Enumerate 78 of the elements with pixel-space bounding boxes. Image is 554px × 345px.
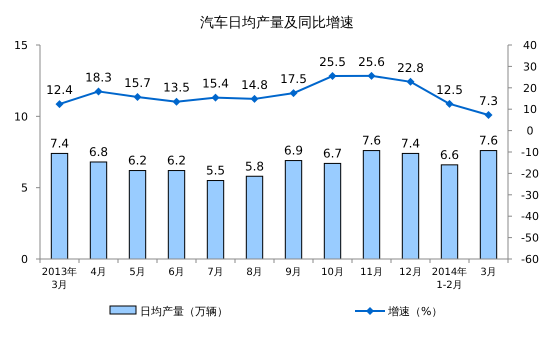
point xyxy=(328,72,336,80)
data-label: 6.8 xyxy=(88,144,108,159)
y2-tick-label: 0 xyxy=(526,124,534,138)
y2-tick-label: 10 xyxy=(523,103,537,116)
data-label: 22.8 xyxy=(397,60,424,75)
data-label: 7.6 xyxy=(478,134,498,148)
point xyxy=(172,98,180,106)
point xyxy=(250,94,258,103)
y2-tick-label: -30 xyxy=(521,188,539,202)
bar xyxy=(128,170,146,260)
x-tick-label: 5月 xyxy=(129,267,146,278)
y2-tick-label: -60 xyxy=(521,253,539,266)
bar xyxy=(362,150,380,260)
x-tick-label: 2013年 3月 xyxy=(42,266,78,291)
bar xyxy=(168,170,186,260)
y2-tick-label: -20 xyxy=(521,167,539,180)
x-tick-label: 11月 xyxy=(360,267,383,278)
point xyxy=(290,89,298,98)
x-tick-label: 12月 xyxy=(399,267,422,278)
bar xyxy=(206,180,224,260)
data-label: 7.4 xyxy=(50,136,70,150)
bar xyxy=(402,152,420,260)
data-label: 25.6 xyxy=(358,54,385,69)
y2-tick-label: 20 xyxy=(523,82,537,95)
legend-label: 日均产量（万辆） xyxy=(140,305,228,318)
data-label: 6.7 xyxy=(322,146,342,160)
bar xyxy=(324,162,342,260)
data-label: 6.2 xyxy=(166,154,186,168)
bar xyxy=(480,150,498,260)
x-tick-label: 10月 xyxy=(321,267,344,278)
data-label: 12.4 xyxy=(46,83,73,98)
legend-label: 增速（%） xyxy=(387,305,442,318)
data-label: 15.4 xyxy=(202,76,229,91)
x-tick-label: 4月 xyxy=(90,267,107,278)
y2-tick-label: 40 xyxy=(523,39,537,52)
point xyxy=(406,78,414,86)
y2-tick-label: -10 xyxy=(521,146,539,159)
y2-tick-label: -50 xyxy=(521,232,539,245)
data-label: 7.4 xyxy=(400,136,420,150)
point xyxy=(446,100,454,108)
x-tick-label: 7月 xyxy=(207,267,224,278)
y2-tick-label: 30 xyxy=(523,60,537,74)
data-label: 15.7 xyxy=(124,76,151,90)
point xyxy=(56,100,64,108)
data-label: 5.8 xyxy=(244,159,264,174)
point xyxy=(484,110,492,119)
data-label: 18.3 xyxy=(85,70,112,84)
data-label: 6.9 xyxy=(284,144,304,158)
data-label: 5.5 xyxy=(206,164,226,178)
point xyxy=(212,94,220,102)
data-label: 6.6 xyxy=(440,148,460,162)
bar xyxy=(440,164,458,260)
x-tick-label: 9月 xyxy=(285,267,302,278)
y-tick-label: 5 xyxy=(21,182,28,195)
x-tick-label: 3月 xyxy=(480,267,497,278)
data-label: 6.2 xyxy=(128,154,148,168)
bar xyxy=(50,152,68,260)
data-label: 12.5 xyxy=(436,82,463,97)
data-label: 14.8 xyxy=(241,78,268,92)
x-tick-label: 8月 xyxy=(246,267,263,278)
bar xyxy=(284,160,302,260)
bar xyxy=(246,176,264,260)
y-tick-label: 0 xyxy=(21,253,28,266)
data-label: 7.6 xyxy=(362,134,382,148)
data-label: 17.5 xyxy=(280,72,307,86)
point xyxy=(134,93,142,101)
point xyxy=(368,72,376,80)
data-label: 7.3 xyxy=(478,94,498,108)
y-tick-label: 10 xyxy=(14,110,28,124)
y-tick-label: 15 xyxy=(14,39,28,52)
bar xyxy=(90,161,108,260)
data-label: 25.5 xyxy=(319,55,346,70)
x-tick-label: 2014年 1-2月 xyxy=(432,266,468,291)
y2-tick-label: -40 xyxy=(521,210,539,224)
data-label: 13.5 xyxy=(163,80,190,95)
point xyxy=(94,87,102,96)
chart-title: 汽车日均产量及同比增速 xyxy=(200,15,354,31)
x-tick-label: 6月 xyxy=(168,267,185,278)
